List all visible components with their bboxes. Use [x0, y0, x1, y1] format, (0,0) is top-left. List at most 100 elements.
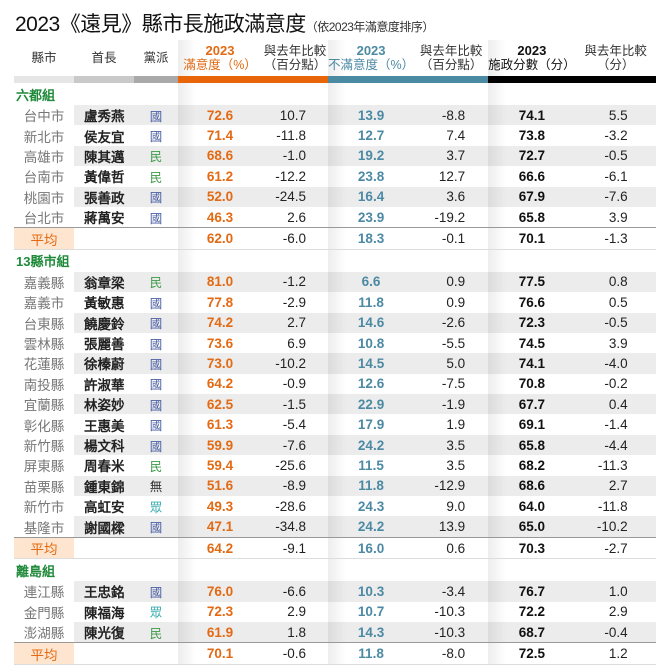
bar-segment — [74, 76, 134, 83]
score-cell: 66.6 — [488, 166, 576, 187]
party-cell: 民 — [149, 459, 163, 474]
satisfaction-change-cell: -0.9 — [282, 376, 306, 392]
dissatisfaction-cell: 11.8 — [328, 475, 415, 497]
score-cell: 70.3 — [488, 536, 576, 560]
dissatisfaction-change-cell: 3.7 — [414, 145, 489, 167]
satisfaction-cell: 61.3 — [178, 414, 262, 435]
score-cell: 68.7 — [488, 621, 576, 643]
dissatisfaction-cell: 12.6 — [328, 373, 415, 395]
satisfaction-cell: 62.5 — [178, 394, 262, 415]
dissatisfaction-change-cell: -19.2 — [434, 209, 466, 225]
column-header: 首長 — [91, 51, 117, 65]
dissatisfaction-change-cell: -5.5 — [441, 335, 466, 351]
column-header: 2023 不滿意度（%） — [328, 40, 415, 76]
satisfaction-cell: 70.1 — [178, 642, 262, 665]
satisfaction-cell: 74.2 — [178, 312, 262, 333]
county-cell: 彰化縣 — [23, 418, 65, 434]
score-cell: 68.2 — [488, 455, 576, 476]
average-row: 平均 70.1 -0.6 11.8 -8.0 72.5 1.2 — [14, 642, 656, 665]
score-cell: 65.8 — [488, 206, 576, 228]
satisfaction-cell: 59.4 — [178, 455, 262, 476]
satisfaction-table: 縣市 首長 黨派 2023 滿意度（%） 與去年比較 （百分點） 2023 不滿意度（%） 與去年… — [14, 40, 656, 665]
empty-cell — [488, 249, 576, 272]
table-row: 高雄市 陳其邁民 68.6 -1.0 19.2 3.7 72.7 -0.5 — [14, 145, 656, 167]
score-cell: 72.3 — [488, 312, 576, 333]
column-header: 與去年比較 （百分點） — [263, 44, 327, 72]
dissatisfaction-change-cell: 5.0 — [414, 353, 489, 374]
satisfaction-change-cell: -28.6 — [275, 498, 306, 514]
score-cell: 72.5 — [488, 642, 576, 665]
column-header: 與去年比較 （分） — [584, 44, 647, 72]
county-cell: 雲林縣 — [23, 337, 65, 353]
dissatisfaction-cell: 10.7 — [328, 601, 415, 622]
satisfaction-cell: 77.8 — [178, 292, 262, 313]
dissatisfaction-cell: 19.2 — [328, 145, 415, 167]
county-cell: 平均 — [14, 536, 74, 560]
score-cell: 68.6 — [488, 475, 576, 497]
satisfaction-change-cell: 1.8 — [262, 621, 328, 643]
dissatisfaction-cell: 23.8 — [328, 166, 415, 187]
empty-cell — [74, 83, 134, 105]
satisfaction-change-cell: -1.0 — [262, 145, 328, 167]
party-cell: 民 — [134, 145, 178, 167]
table-row: 雲林縣 張麗善 國 73.6 6.9 10.8 -5.5 74.5 3.9 — [14, 332, 656, 354]
score-change-cell: -0.2 — [604, 376, 628, 392]
score-change-cell: -10.2 — [575, 516, 656, 538]
empty-cell — [414, 249, 488, 272]
empty-cell — [488, 558, 576, 582]
table-row: 金門縣 陳福海 眾 72.3 2.9 10.7 -10.3 72.2 2.9 — [14, 601, 656, 622]
satisfaction-change-cell: -24.5 — [262, 186, 328, 207]
county-cell: 桃園市 — [23, 190, 65, 206]
party-cell: 民 — [134, 621, 178, 643]
score-change-cell: -7.6 — [575, 186, 656, 207]
dissatisfaction-change-cell: -10.3 — [434, 604, 466, 620]
party-cell: 國 — [134, 434, 178, 456]
mayor-cell: 鍾東錦 — [74, 475, 134, 497]
mayor-cell — [74, 642, 134, 665]
bar-segment-score — [488, 76, 656, 83]
score-change-cell: 5.5 — [575, 105, 656, 126]
empty-cell — [178, 249, 262, 272]
dissatisfaction-change-cell: 13.9 — [414, 516, 489, 538]
table-row: 台北市 蔣萬安 國 46.3 2.6 23.9 -19.2 65.8 3.9 — [14, 206, 656, 228]
score-change-cell: 0.5 — [608, 294, 628, 310]
average-row: 平均 62.0 -6.0 18.3 -0.1 70.1 -1.3 — [14, 227, 656, 250]
dissatisfaction-change-cell: -0.1 — [414, 227, 489, 250]
county-cell: 新竹縣 — [23, 439, 65, 455]
dissatisfaction-change-cell: -1.9 — [414, 394, 489, 415]
table-row: 花蓮縣 徐榛蔚國 73.0 -10.2 14.5 5.0 74.1 -4.0 — [14, 353, 656, 374]
empty-cell — [488, 83, 576, 105]
empty-cell — [74, 559, 134, 582]
page-title: 2023《遠見》縣市長施政滿意度（依2023年滿意度排序） — [15, 8, 434, 38]
group-label: 離島組 — [16, 563, 56, 579]
county-cell: 金門縣 — [23, 605, 65, 621]
party-cell: 國 — [149, 130, 163, 145]
satisfaction-cell: 73.6 — [178, 332, 262, 354]
dissatisfaction-cell: 14.5 — [328, 353, 415, 374]
party-cell — [134, 227, 178, 250]
title-main: 2023《遠見》縣市長施政滿意度 — [15, 13, 306, 36]
county-cell: 宜蘭縣 — [23, 398, 65, 414]
satisfaction-change-cell: -1.5 — [262, 394, 328, 415]
party-cell — [134, 642, 178, 665]
score-change-cell: 1.2 — [575, 642, 656, 665]
satisfaction-cell: 71.4 — [178, 125, 262, 146]
mayor-cell: 高虹安 — [84, 500, 125, 516]
mayor-cell: 周春米 — [84, 459, 125, 475]
satisfaction-change-cell: -0.6 — [262, 642, 328, 665]
table-row: 苗栗縣 鍾東錦無 51.6 -8.9 11.8 -12.9 68.6 2.7 — [14, 475, 656, 497]
score-cell: 69.1 — [488, 414, 576, 435]
score-change-cell: 2.9 — [608, 604, 628, 620]
satisfaction-cell: 62.0 — [178, 227, 262, 250]
satisfaction-change-cell: -2.9 — [282, 294, 306, 310]
mayor-cell: 徐榛蔚 — [74, 353, 134, 374]
county-cell: 平均 — [14, 642, 74, 665]
table-row: 新竹縣 楊文科國 59.9 -7.6 24.2 3.5 65.8 -4.4 — [14, 434, 656, 456]
satisfaction-cell: 72.6 — [178, 105, 262, 126]
county-cell: 屏東縣 — [23, 459, 65, 475]
score-cell: 77.5 — [488, 271, 576, 293]
mayor-cell: 王惠美 — [84, 418, 125, 434]
mayor-cell: 黃偉哲 — [84, 170, 125, 186]
dissatisfaction-cell: 16.4 — [328, 186, 415, 207]
county-cell: 南投縣 — [23, 377, 65, 393]
